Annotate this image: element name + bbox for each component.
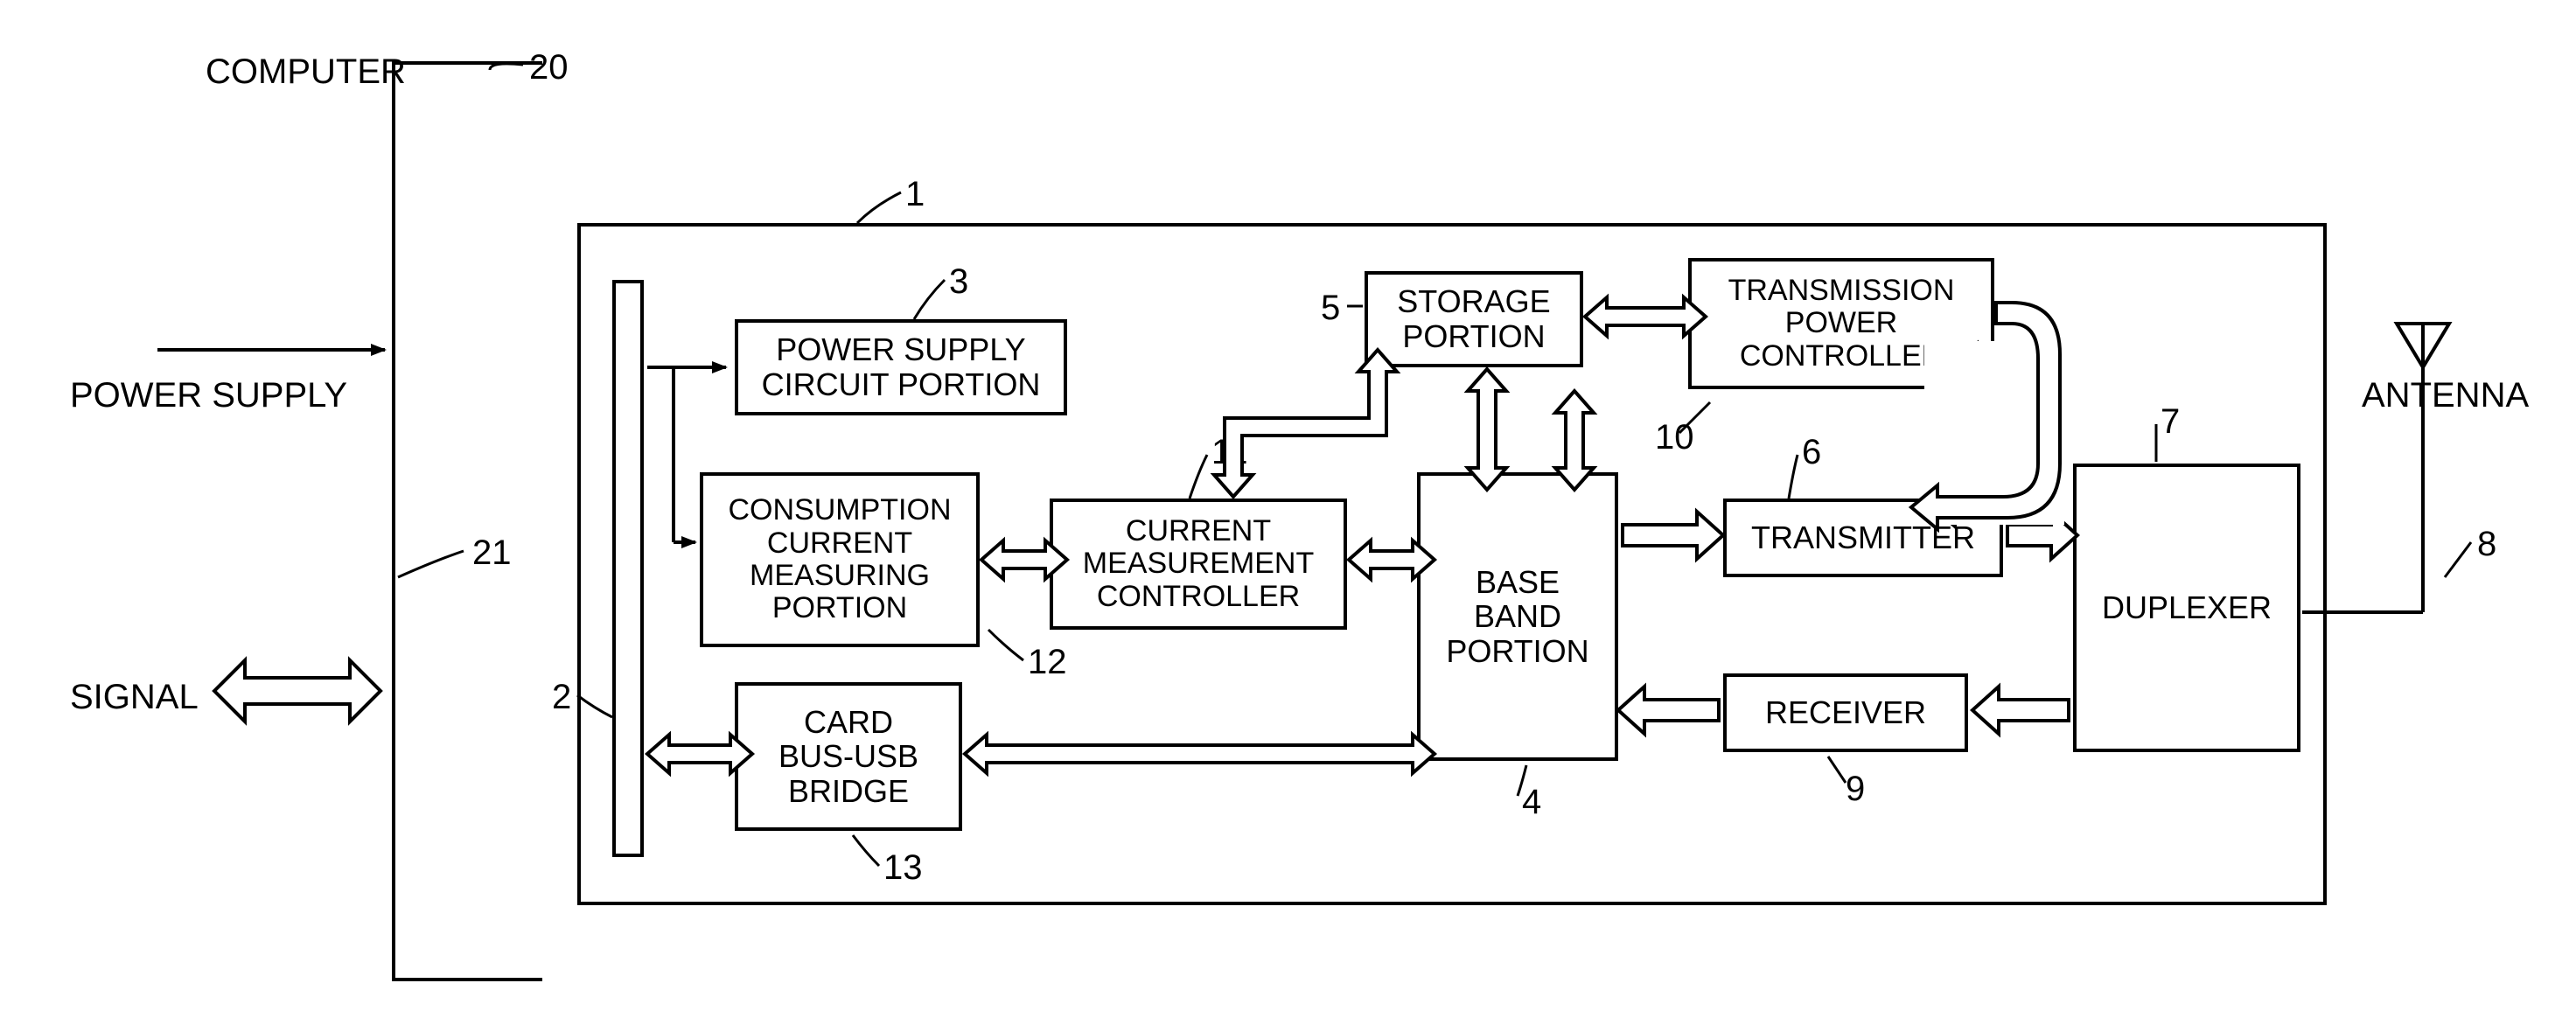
ref-7: 7 [2161,402,2180,442]
diagram-canvas: COMPUTER POWER SUPPLY SIGNAL ANTENNA POW… [0,0,2576,1032]
ref-9: 9 [1846,770,1865,809]
signal-label: SIGNAL [70,678,199,717]
duplexer-box: DUPLEXER [2073,464,2300,752]
ref-11: 11 [1211,433,1248,472]
ref-8: 8 [2477,525,2496,564]
ref-20: 20 [529,48,569,87]
ref-21: 21 [472,533,512,573]
power-supply-circuit-box: POWER SUPPLYCIRCUIT PORTION [735,319,1067,415]
ref-12: 12 [1028,643,1067,682]
receiver-box: RECEIVER [1723,673,1968,752]
base-band-box: BASEBANDPORTION [1417,472,1618,761]
transmitter-box: TRANSMITTER [1723,499,2003,577]
card-bus-usb-box: CARDBUS-USBBRIDGE [735,682,962,831]
ref-2: 2 [552,678,571,717]
ref-3: 3 [949,262,968,302]
consumption-current-box: CONSUMPTIONCURRENTMEASURINGPORTION [700,472,980,647]
ref-1: 1 [905,175,925,214]
storage-box: STORAGEPORTION [1365,271,1583,367]
ref-6: 6 [1802,433,1821,472]
transmission-power-box: TRANSMISSIONPOWERCONTROLLER [1688,258,1994,389]
power-supply-label: POWER SUPPLY [70,376,347,415]
connector-bar [612,280,644,857]
ref-4: 4 [1522,783,1541,822]
ref-10: 10 [1655,418,1694,457]
current-measurement-box: CURRENTMEASUREMENTCONTROLLER [1050,499,1347,630]
ref-13: 13 [883,848,923,888]
ref-5: 5 [1321,289,1340,328]
computer-label: COMPUTER [206,52,406,92]
antenna-label: ANTENNA [2362,376,2529,415]
